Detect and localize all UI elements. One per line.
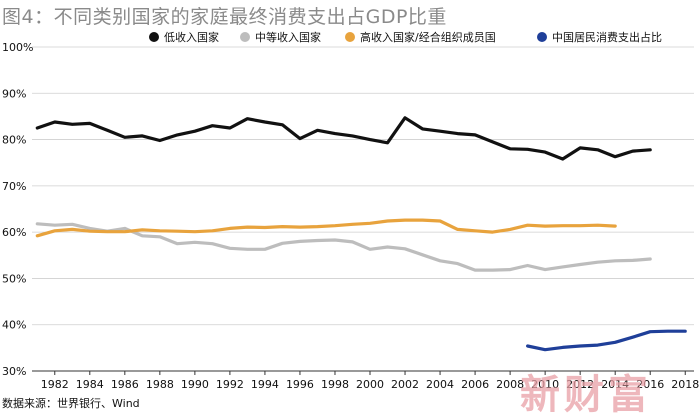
x-tick-label: 2006 [461,378,489,391]
x-tick-label: 1988 [146,378,174,391]
x-tick-label: 1992 [216,378,244,391]
y-tick-label: 50% [2,272,26,285]
gridlines [32,46,694,372]
x-tick-label: 2010 [531,378,559,391]
legend-marker-2 [345,32,355,42]
legend-label-2: 高收入国家/经合组织成员国 [360,30,496,44]
x-tick-label: 2016 [636,378,664,391]
x-tick-label: 1998 [321,378,349,391]
x-tick-label: 2012 [566,378,594,391]
legend-marker-0 [149,32,159,42]
legend: 低收入国家 中等收入国家 高收入国家/经合组织成员国 中国居民消费支出占比 [149,30,662,44]
x-tick-label: 2008 [496,378,524,391]
y-tick-label: 30% [2,365,26,378]
series-line-0 [35,116,652,161]
x-axis-ticks: 1982 1984 1986 1988 1990 1992 1994 1996 1998 2000… [41,371,699,391]
series-line-3 [525,329,687,352]
y-tick-label: 60% [2,226,26,239]
legend-marker-1 [240,32,250,42]
y-tick-label: 100% [2,41,33,54]
legend-label-1: 中等收入国家 [255,30,321,44]
y-tick-label: 70% [2,180,26,193]
legend-marker-3 [537,32,547,42]
series-line-2 [35,218,617,238]
x-tick-label: 1986 [111,378,139,391]
legend-label-3: 中国居民消费支出占比 [552,30,662,44]
series-lines [35,116,687,352]
x-tick-label: 2000 [356,378,384,391]
series-line-1 [35,222,652,272]
y-tick-label: 40% [2,319,26,332]
x-tick-label: 1994 [251,378,279,391]
chart-title: 图4：不同类别国家的家庭最终消费支出占GDP比重 [2,6,447,28]
y-axis-ticks: 30% 40% 50% 60% 70% 80% 90% 100% [2,41,33,378]
watermark-logo: 新财富 [520,371,652,418]
x-tick-label: 1982 [41,378,69,391]
y-tick-label: 80% [2,134,26,147]
source-note: 数据来源：世界银行、Wind [2,397,140,410]
x-tick-label: 1984 [76,378,104,391]
y-tick-label: 90% [2,87,26,100]
x-tick-label: 2004 [426,378,454,391]
x-tick-label: 2014 [601,378,629,391]
legend-label-0: 低收入国家 [164,30,219,44]
x-tick-label: 2018 [671,378,699,391]
x-tick-label: 2002 [391,378,419,391]
x-tick-label: 1990 [181,378,209,391]
x-tick-label: 1996 [286,378,314,391]
